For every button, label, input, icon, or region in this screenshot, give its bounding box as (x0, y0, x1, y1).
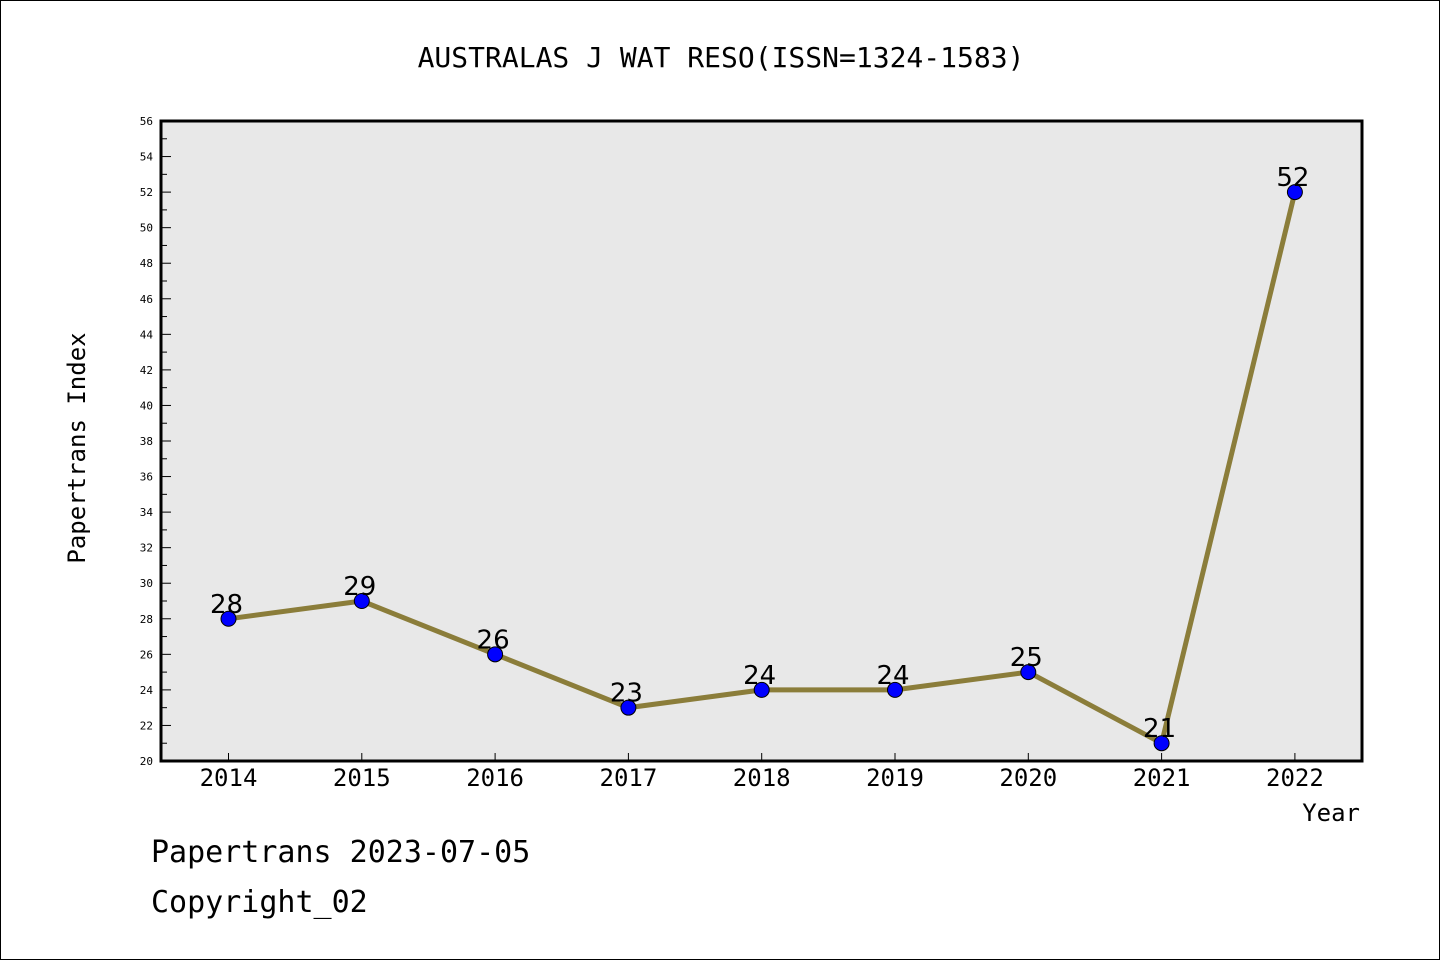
plot-area (159, 119, 1364, 763)
x-tick-label: 2018 (733, 764, 791, 792)
y-tick-label: 56 (140, 115, 153, 128)
y-tick-label: 36 (140, 471, 153, 484)
y-tick-label: 48 (140, 257, 153, 270)
data-label: 21 (1143, 714, 1176, 744)
y-tick-label: 22 (140, 719, 153, 732)
x-tick-label: 2022 (1266, 764, 1324, 792)
data-point (887, 681, 903, 698)
data-label: 52 (1276, 163, 1309, 193)
y-tick-label: 38 (140, 435, 153, 448)
data-point (753, 681, 770, 698)
y-tick-label: 26 (140, 648, 153, 661)
x-tick-label: 2021 (1133, 764, 1191, 792)
x-tick-label: 2020 (999, 764, 1057, 792)
data-point (487, 646, 504, 663)
data-point (353, 593, 370, 609)
data-label: 24 (876, 661, 909, 691)
data-point (1286, 184, 1303, 201)
y-tick-label: 42 (140, 364, 153, 377)
data-label: 23 (610, 679, 643, 709)
y-tick-label: 44 (140, 328, 154, 341)
x-axis-label: Year (1302, 799, 1360, 827)
y-tick-label: 34 (140, 506, 154, 519)
x-tick-label: 2016 (466, 764, 524, 792)
data-label: 25 (1010, 643, 1043, 673)
x-tick-label: 2019 (866, 764, 924, 792)
y-tick-label: 40 (140, 399, 153, 412)
data-point (220, 610, 237, 627)
y-axis-label: Papertrans Index (63, 332, 91, 563)
series-layer: 28 29 26 23 24 24 25 21 52 (210, 163, 1309, 752)
data-label: 26 (477, 625, 510, 655)
x-axis: 2014 2015 2016 2017 2018 2019 2020 2021 2022 (200, 753, 1324, 792)
y-tick-label: 46 (140, 293, 153, 306)
y-tick-label: 52 (140, 186, 153, 199)
y-tick-label: 32 (140, 542, 153, 555)
chart-title: AUSTRALAS J WAT RESO(ISSN=1324-1583) (418, 41, 1025, 74)
footer-copyright-text: Copyright_02 (151, 885, 368, 920)
data-label: 28 (210, 590, 243, 620)
x-tick-label: 2015 (333, 764, 391, 792)
y-axis: 20 22 24 26 28 30 32 34 36 38 40 42 44 46 48 50 52 54 56 (140, 115, 171, 768)
x-tick-label: 2014 (200, 764, 258, 792)
y-tick-label: 54 (140, 151, 154, 164)
y-tick-label: 50 (140, 222, 153, 235)
y-tick-label: 24 (140, 684, 154, 697)
data-point (620, 699, 637, 716)
y-tick-label: 30 (140, 577, 153, 590)
data-point (1020, 664, 1037, 681)
footer-date-text: Papertrans 2023-07-05 (151, 835, 531, 870)
data-label: 24 (743, 661, 776, 691)
data-point (1153, 735, 1170, 752)
y-tick-label: 20 (140, 755, 153, 768)
x-tick-label: 2017 (600, 764, 658, 792)
data-label: 29 (343, 572, 376, 602)
y-tick-label: 28 (140, 613, 153, 626)
